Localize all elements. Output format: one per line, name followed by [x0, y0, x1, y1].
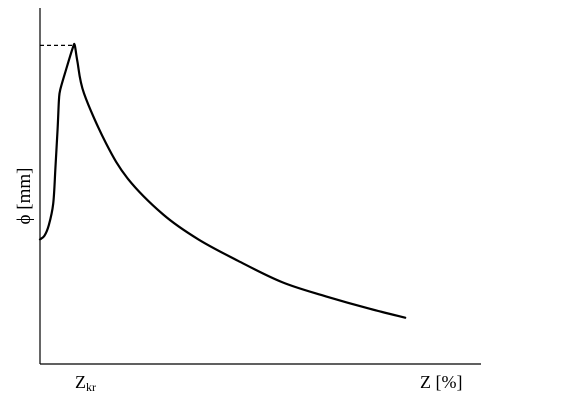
x-tick-label-zkr-base: Z [75, 372, 86, 392]
x-tick-label-zkr-sub: kr [86, 380, 96, 394]
y-axis-label: ϕ [mm] [14, 168, 35, 225]
x-axis-label: Z [%] [420, 372, 462, 392]
series-line [38, 42, 407, 319]
x-tick-label-zkr: Zkr [75, 372, 96, 394]
